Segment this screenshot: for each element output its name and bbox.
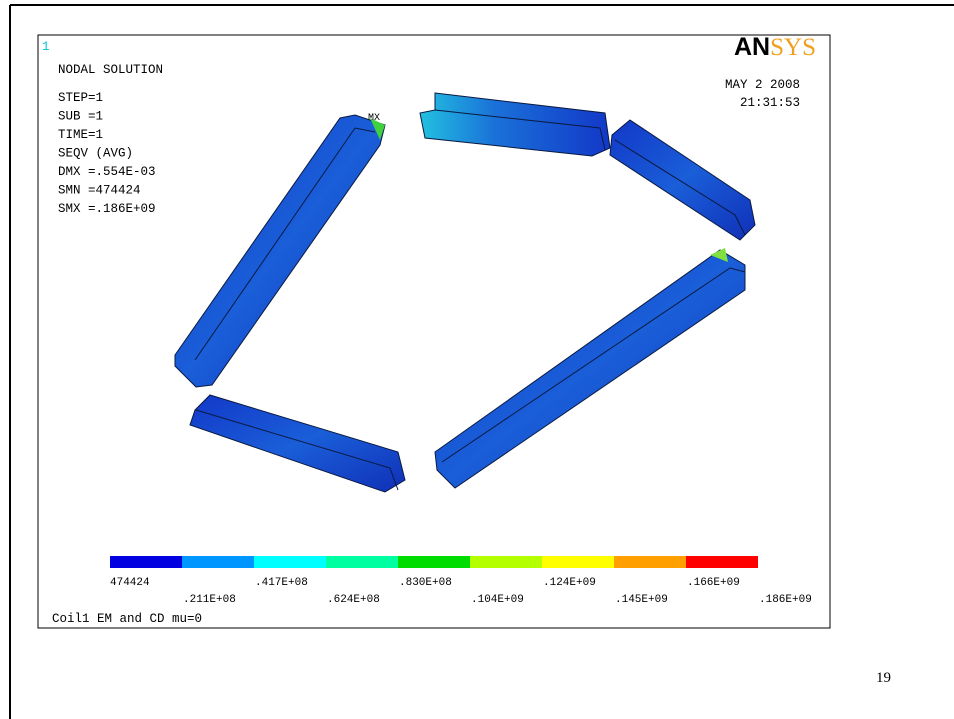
legend-label: .186E+09 <box>759 594 812 606</box>
legend-label: .166E+09 <box>687 577 740 589</box>
legend-swatch <box>110 556 182 568</box>
time: 21:31:53 <box>740 96 800 110</box>
slide: 1 NODAL SOLUTION STEP=1 SUB =1 TIME=1 SEQV … <box>0 0 954 719</box>
info-line: SMX =.186E+09 <box>58 202 156 216</box>
title: NODAL SOLUTION <box>58 63 163 77</box>
logo-bold: AN <box>734 33 770 61</box>
info-line: STEP=1 <box>58 91 103 105</box>
footer: Coil1 EM and CD mu=0 <box>52 612 202 626</box>
max-marker: MX <box>368 113 380 124</box>
page-number: 19 <box>876 670 891 686</box>
legend-label: .211E+08 <box>183 594 236 606</box>
legend-swatch <box>542 556 614 568</box>
window-number: 1 <box>42 40 50 54</box>
legend-swatch <box>614 556 686 568</box>
legend-label: .624E+08 <box>327 594 380 606</box>
legend-swatch <box>182 556 254 568</box>
legend-swatch <box>254 556 326 568</box>
info-line: SEQV (AVG) <box>58 147 133 161</box>
legend-label: .145E+09 <box>615 594 668 606</box>
legend-swatch <box>398 556 470 568</box>
legend-label: 474424 <box>110 577 150 589</box>
info-line: TIME=1 <box>58 128 103 142</box>
legend-swatch <box>470 556 542 568</box>
logo-light: SYS <box>770 34 816 61</box>
logo: ANSYS <box>734 33 816 61</box>
legend-label: .417E+08 <box>255 577 308 589</box>
legend-label: .124E+09 <box>543 577 596 589</box>
date: MAY 2 2008 <box>725 78 800 92</box>
legend-swatch <box>686 556 758 568</box>
legend-swatch <box>326 556 398 568</box>
info-line: SMN =474424 <box>58 184 141 198</box>
legend-label: .830E+08 <box>399 577 452 589</box>
info-line: DMX =.554E-03 <box>58 165 156 179</box>
legend-label: .104E+09 <box>471 594 524 606</box>
info-line: SUB =1 <box>58 110 103 124</box>
